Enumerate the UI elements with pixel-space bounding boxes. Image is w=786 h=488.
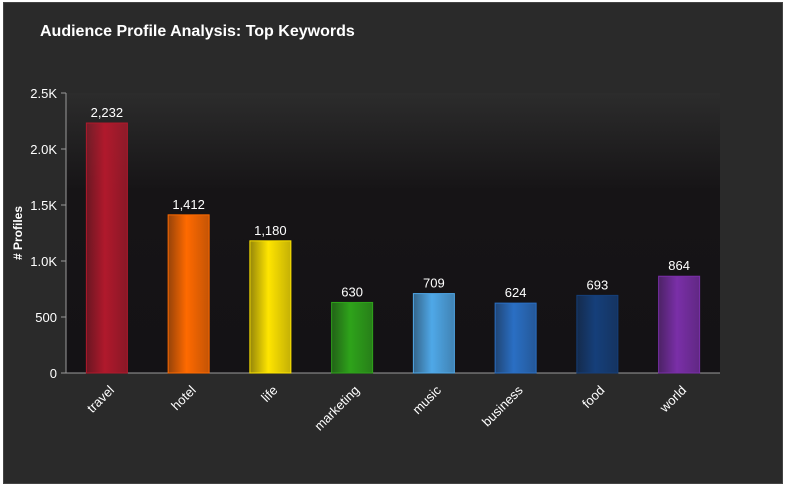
y-tick-label: 2.0K: [30, 142, 57, 157]
x-tick-label-music: music: [409, 382, 444, 417]
data-label-business: 624: [505, 285, 527, 300]
plot-area: [66, 93, 720, 373]
data-label-world: 864: [668, 258, 690, 273]
x-tick-label-life: life: [258, 383, 280, 405]
x-tick-label-travel: travel: [84, 382, 117, 415]
bar-hotel[interactable]: [167, 214, 210, 374]
y-axis-title: # Profiles: [11, 206, 25, 260]
data-label-food: 693: [587, 277, 609, 292]
x-tick-label-food: food: [579, 383, 608, 412]
y-tick-label: 0: [50, 366, 57, 381]
x-tick-label-world: world: [656, 383, 689, 416]
data-label-hotel: 1,412: [172, 197, 205, 212]
y-tick-label: 500: [35, 310, 57, 325]
data-label-marketing: 630: [341, 284, 363, 299]
x-tick-label-business: business: [479, 382, 526, 429]
bar-world[interactable]: [658, 275, 701, 374]
x-tick-label-marketing: marketing: [311, 383, 362, 434]
bar-business[interactable]: [494, 302, 537, 374]
x-axis-labels: travel hotel life marketing music business foo…: [84, 382, 689, 433]
bar-marketing[interactable]: [331, 301, 374, 374]
y-tick-label: 1.0K: [30, 254, 57, 269]
data-label-music: 709: [423, 276, 445, 291]
bar-food[interactable]: [576, 294, 619, 374]
chart-title: Audience Profile Analysis: Top Keywords: [40, 23, 355, 40]
y-axis-ticks: 0 500 1.0K 1.5K 2.0K 2.5K: [30, 86, 66, 381]
bar-travel[interactable]: [85, 122, 128, 374]
bars: 2,232 1,412 1,180 630 709 624 693 864: [85, 105, 701, 374]
data-label-travel: 2,232: [91, 105, 124, 120]
bar-music[interactable]: [412, 293, 455, 374]
x-tick-label-hotel: hotel: [168, 382, 199, 413]
y-tick-label: 1.5K: [30, 198, 57, 213]
y-tick-label: 2.5K: [30, 86, 57, 101]
bar-life[interactable]: [249, 240, 292, 374]
data-label-life: 1,180: [254, 223, 287, 238]
